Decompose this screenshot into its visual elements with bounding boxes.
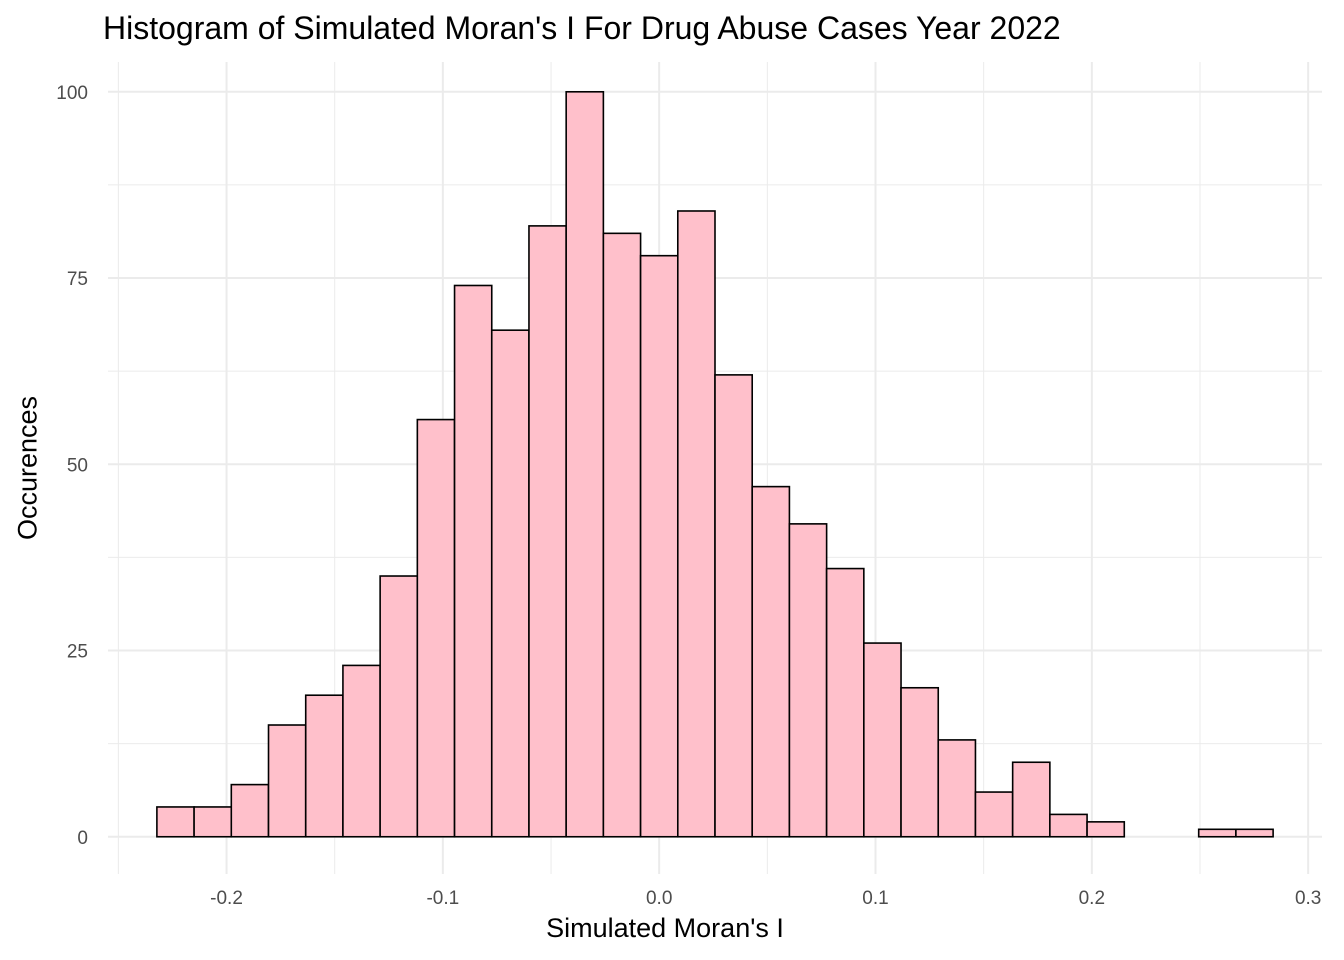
x-tick-label: 0.2 — [1079, 888, 1105, 909]
histogram-bar-13 — [639, 254, 679, 838]
histogram-bar-22 — [974, 791, 1014, 838]
y-tick-label: 50 — [67, 455, 88, 476]
histogram-bar-14 — [676, 210, 716, 838]
chart-title: Histogram of Simulated Moran's I For Dru… — [103, 10, 1061, 46]
histogram-bar-25 — [1086, 821, 1126, 838]
histogram-bar-6 — [379, 575, 419, 838]
histogram-bar-16 — [751, 485, 791, 838]
y-tick-label: 25 — [67, 642, 88, 663]
histogram-bar-3 — [267, 724, 307, 838]
histogram-bar-23 — [1011, 761, 1051, 838]
histogram-bar-19 — [863, 642, 902, 838]
histogram-bar-17 — [788, 523, 828, 838]
histogram-bar-4 — [304, 694, 344, 838]
y-tick-labels: 0 25 50 75 100 — [56, 83, 88, 849]
histogram-bar-2 — [230, 783, 270, 838]
histogram-bar-9 — [490, 329, 530, 838]
histogram-bar-12 — [602, 232, 642, 838]
x-tick-labels: -0.2 -0.1 0.0 0.1 0.2 0.3 — [210, 888, 1321, 909]
histogram-bar-11 — [565, 90, 605, 838]
histogram-bar-20 — [900, 686, 940, 838]
histogram-bar-18 — [825, 567, 865, 838]
y-tick-label: 75 — [67, 269, 88, 290]
histogram-bar-29 — [1235, 828, 1274, 838]
histogram-bar-15 — [714, 374, 754, 838]
histogram-bar-21 — [937, 739, 977, 838]
x-tick-label: 0.3 — [1295, 888, 1321, 909]
histogram-bar-7 — [416, 418, 456, 838]
histogram-bar-24 — [1049, 813, 1088, 838]
histogram-bar-10 — [528, 225, 567, 838]
histogram-bar-8 — [453, 284, 493, 838]
y-tick-label: 0 — [77, 828, 88, 849]
x-tick-label: 0.0 — [646, 888, 672, 909]
histogram-bar-5 — [342, 664, 381, 838]
y-tick-label: 100 — [56, 83, 88, 104]
histogram-bars — [156, 90, 1274, 838]
x-axis-label: Simulated Moran's I — [546, 913, 784, 943]
x-tick-label: -0.2 — [210, 888, 243, 909]
histogram-bar-28 — [1197, 828, 1237, 838]
x-tick-label: 0.1 — [862, 888, 888, 909]
histogram-bar-0 — [156, 806, 195, 838]
histogram-bar-1 — [193, 806, 233, 838]
x-tick-label: -0.1 — [426, 888, 459, 909]
